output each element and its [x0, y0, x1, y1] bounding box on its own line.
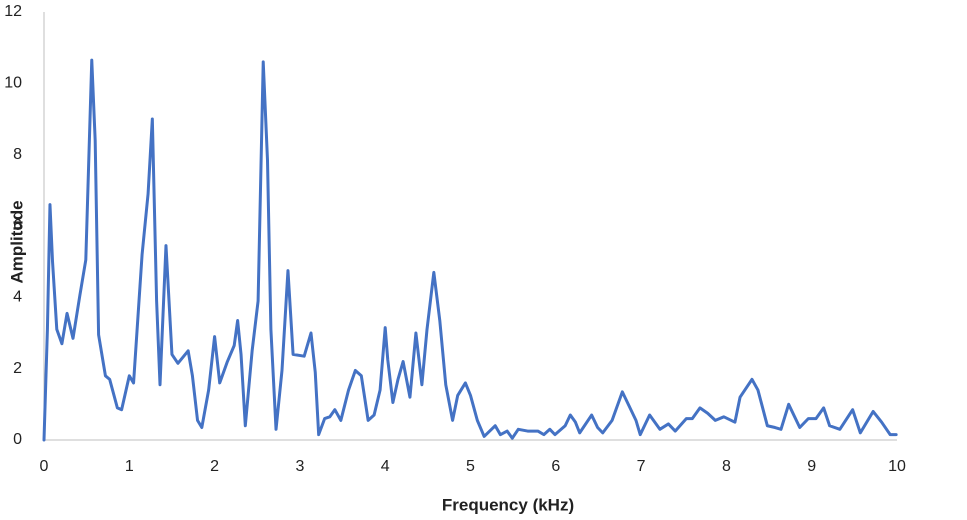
x-axis-title: Frequency (kHz): [442, 495, 574, 514]
x-tick-label: 1: [125, 458, 134, 475]
data-line: [42, 58, 898, 442]
y-tick-label: 0: [13, 431, 22, 448]
x-tick-label: 4: [381, 458, 390, 475]
y-tick-label: 4: [13, 289, 22, 306]
x-tick-label: 6: [551, 458, 560, 475]
x-tick-label: 3: [295, 458, 304, 475]
y-tick-label: 10: [4, 75, 22, 92]
y-tick-label: 8: [13, 146, 22, 163]
y-tick-label: 12: [4, 3, 22, 20]
x-tick-label: 10: [888, 458, 906, 475]
x-tick-label: 8: [722, 458, 731, 475]
x-tick-label: 0: [40, 458, 49, 475]
x-tick-label: 7: [637, 458, 646, 475]
y-tick-label: 6: [13, 217, 22, 234]
x-tick-label: 2: [210, 458, 219, 475]
x-tick-label: 5: [466, 458, 475, 475]
y-axis-title: Amplitude: [7, 200, 26, 283]
x-tick-label: 9: [807, 458, 816, 475]
y-tick-label: 2: [13, 360, 22, 377]
